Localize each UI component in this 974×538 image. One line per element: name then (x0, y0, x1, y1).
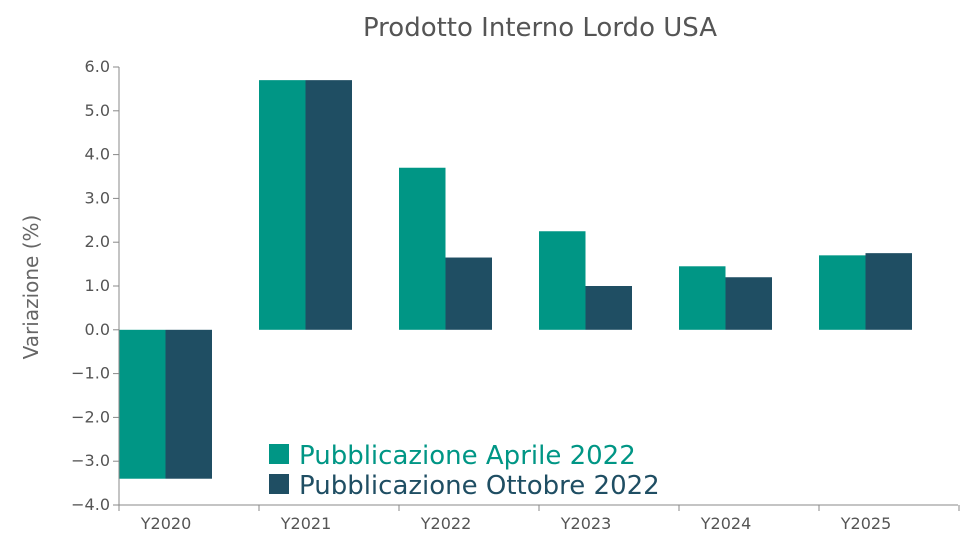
y-tick-label: −3.0 (71, 451, 110, 470)
y-axis-label: Variazione (%) (19, 215, 43, 360)
bar-y2021-series-1 (259, 80, 306, 330)
y-tick-label: −2.0 (71, 407, 110, 426)
y-tick-label: 2.0 (85, 232, 110, 251)
bar-y2024-series-2 (725, 277, 772, 330)
legend-label-1: Pubblicazione Aprile 2022 (299, 441, 636, 471)
x-tick-label: Y2020 (140, 514, 192, 533)
x-tick-label: Y2024 (700, 514, 752, 533)
y-axis: 6.0 5.0 4.0 3.0 2.0 1.0 0.0 −1.0 −2.0 −3.0 −4.0 (71, 57, 120, 514)
legend-swatch-2 (269, 474, 289, 494)
x-tick-label: Y2025 (840, 514, 892, 533)
y-tick-label: 0.0 (85, 320, 110, 339)
x-axis: Y2020 Y2021 Y2022 Y2023 Y2024 Y2025 (118, 504, 960, 533)
y-tick-label: 6.0 (85, 57, 110, 76)
bar-y2020-series-2 (165, 329, 212, 479)
bar-y2024-series-1 (679, 266, 726, 330)
x-tick-label: Y2023 (560, 514, 612, 533)
chart-title: Prodotto Interno Lordo USA (363, 13, 717, 43)
bar-y2021-series-2 (305, 80, 352, 330)
y-tick-label: 1.0 (85, 276, 110, 295)
bar-y2023-series-1 (539, 231, 586, 330)
bar-y2025-series-1 (819, 255, 866, 330)
bar-y2023-series-2 (585, 286, 632, 330)
y-tick-label: −4.0 (71, 495, 110, 514)
bars-group (119, 80, 912, 479)
bar-y2022-series-2 (445, 257, 492, 330)
y-tick-label: 5.0 (85, 101, 110, 120)
x-tick-label: Y2022 (420, 514, 472, 533)
legend-label-2: Pubblicazione Ottobre 2022 (299, 471, 660, 501)
y-tick-label: 3.0 (85, 188, 110, 207)
bar-y2020-series-1 (119, 329, 166, 479)
legend-swatch-1 (269, 444, 289, 464)
y-tick-label: 4.0 (85, 145, 110, 164)
x-tick-label: Y2021 (280, 514, 332, 533)
y-tick-label: −1.0 (71, 364, 110, 383)
bar-y2025-series-2 (865, 253, 912, 330)
bar-y2022-series-1 (399, 167, 446, 330)
